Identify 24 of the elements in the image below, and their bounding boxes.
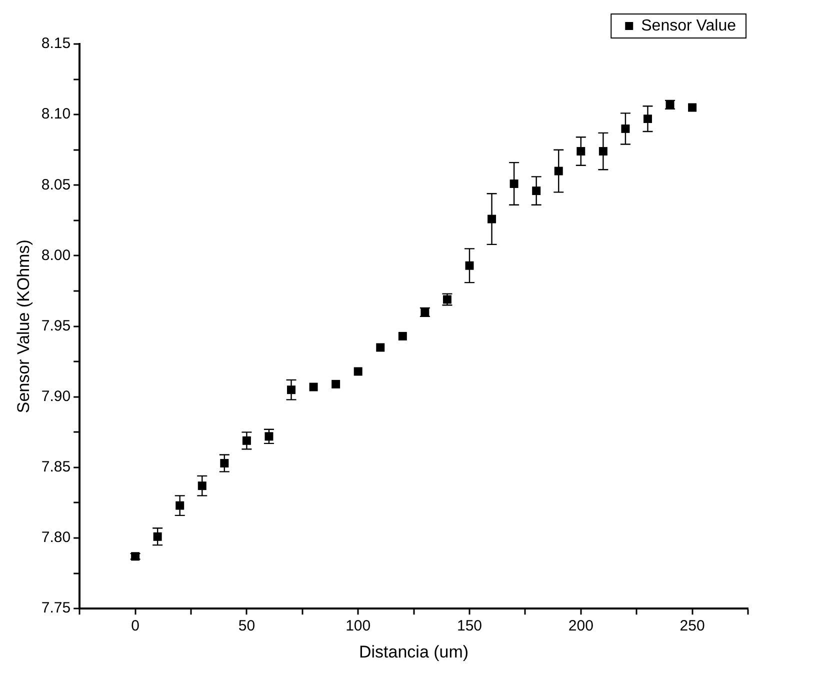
y-tick-label: 7.90: [41, 388, 71, 406]
x-tick-label: 200: [568, 618, 594, 635]
y-tick-label: 7.75: [41, 600, 71, 617]
x-tick-label: 150: [456, 618, 482, 635]
x-tick-label: 250: [680, 618, 705, 635]
point: [354, 367, 362, 376]
x-tick-label: 50: [238, 618, 256, 635]
point: [309, 382, 318, 392]
point: [688, 103, 697, 112]
point: [376, 343, 385, 352]
point: [398, 332, 407, 340]
x-tick-label: 0: [131, 618, 140, 635]
y-tick-label: 7.85: [41, 458, 71, 476]
y-tick-label: 8.05: [41, 176, 71, 194]
y-tick-label: 8.15: [41, 35, 71, 52]
y-tick-label: 7.95: [41, 317, 71, 334]
y-tick-label: 8.10: [41, 106, 71, 123]
x-tick-label: 100: [346, 618, 371, 635]
y-tick-label: 7.80: [41, 529, 71, 546]
point: [332, 380, 340, 388]
x-axis-title: Distancia (um): [359, 642, 469, 662]
legend-label: Sensor Value: [641, 17, 736, 34]
y-axis-title: Sensor Value (KOhms): [14, 240, 33, 414]
y-tick-label: 8.00: [41, 246, 71, 264]
